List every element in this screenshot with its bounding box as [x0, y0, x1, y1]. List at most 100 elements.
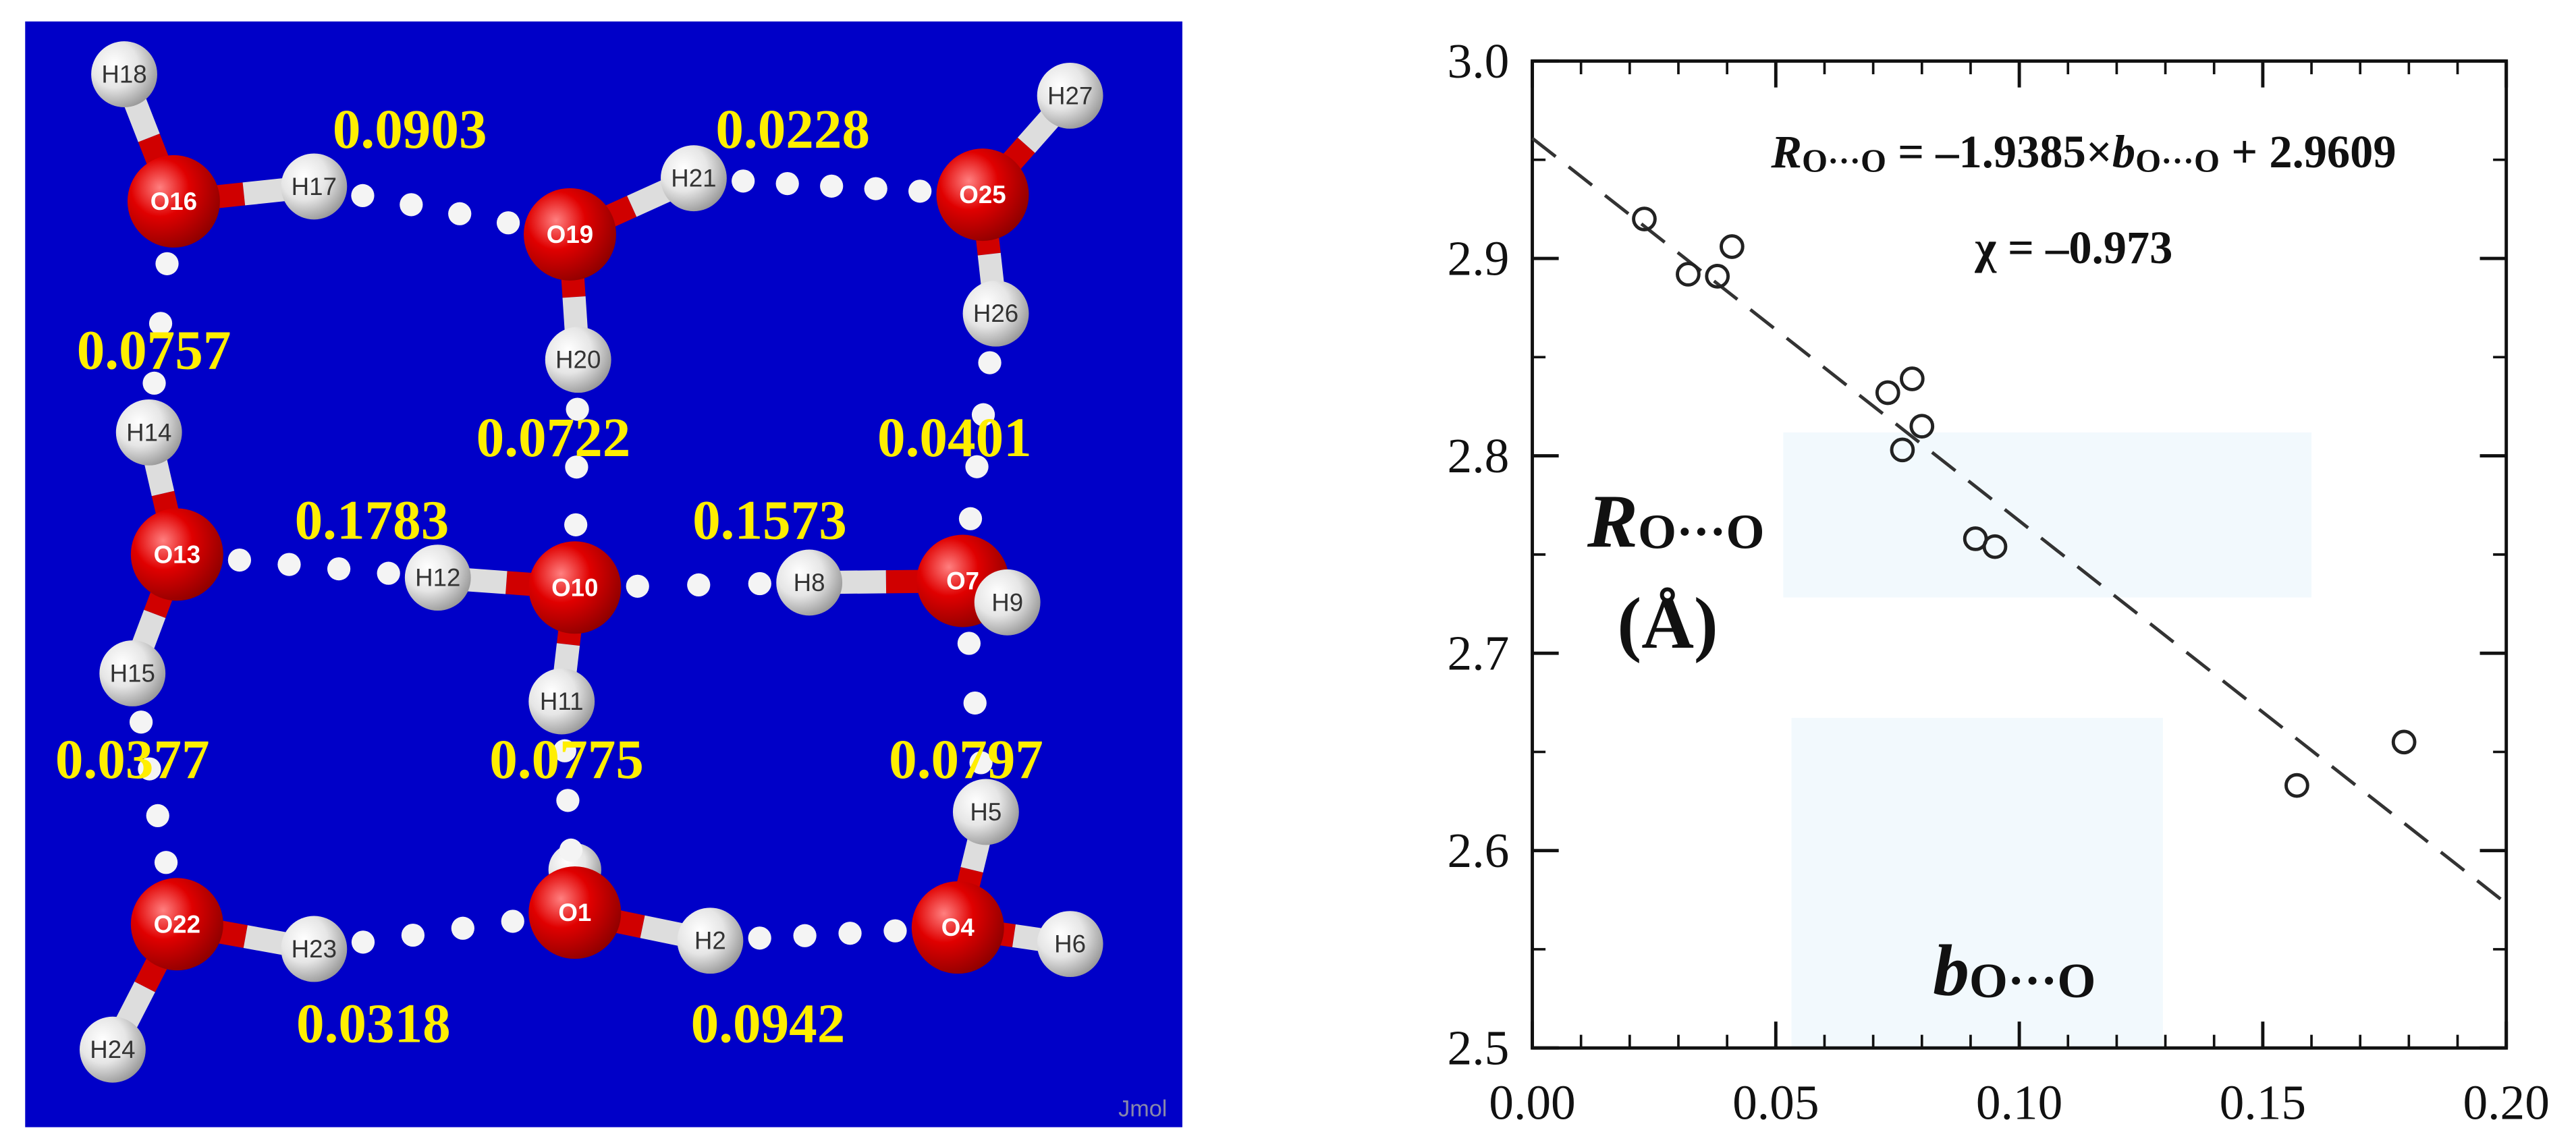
- atom-label: O22: [154, 910, 200, 938]
- oxygen-atom: [936, 148, 1029, 242]
- hydrogen-bond-dot: [883, 919, 907, 943]
- x-tick-label: 0.05: [1732, 1075, 1819, 1129]
- x-tick-label: 0.10: [1976, 1075, 2062, 1129]
- atom-label: H24: [90, 1036, 135, 1063]
- equation-part: R: [1770, 126, 1802, 177]
- hydrogen-atom: [776, 549, 843, 616]
- x-axis-label: bO···O: [1933, 930, 2095, 1011]
- hydrogen-bond-dot: [448, 202, 472, 225]
- y-tick-label: 2.7: [1448, 626, 1510, 681]
- bond-order-label: 0.0903: [333, 98, 487, 160]
- data-point: [1632, 206, 1657, 231]
- hydrogen-atom: [1037, 62, 1103, 129]
- hydrogen-bond-dot: [142, 371, 166, 395]
- hydrogen-atom: [974, 569, 1041, 636]
- x-tick-label: 0.00: [1489, 1075, 1575, 1129]
- atom-label: H9: [991, 588, 1023, 616]
- atom-label: H23: [292, 935, 337, 963]
- equation-part: b: [2112, 126, 2135, 177]
- hydrogen-bond-dot: [559, 838, 583, 862]
- atom-label: H17: [292, 173, 337, 200]
- chart: 0.00 0.05 0.10 0.15 0.202.52.62.72.82.93.0RO…: [1448, 34, 2550, 1129]
- atom-label: O1: [558, 899, 591, 926]
- atom-label: H8: [794, 569, 825, 596]
- atom-label: O10: [551, 574, 598, 601]
- data-point: [1875, 380, 1900, 405]
- hydrogen-bond-dot: [138, 757, 161, 781]
- equation-part: ×: [2086, 126, 2112, 177]
- hydrogen-bond-dot: [732, 169, 755, 193]
- x-tick-label: 0.20: [2463, 1075, 2549, 1129]
- bond-order-label: 0.1783: [295, 489, 449, 551]
- hydrogen-bond-dot: [793, 924, 817, 947]
- equation: RO···O = –1.9385×bO···O + 2.9609: [1770, 126, 2396, 179]
- hydrogen-bond-dot: [958, 507, 983, 530]
- hydrogen-bond-dot: [564, 513, 588, 536]
- watermark: Jmol: [1118, 1096, 1167, 1122]
- atom-label: H2: [694, 927, 726, 955]
- data-point: [1676, 262, 1701, 287]
- atom-label: H12: [415, 564, 460, 592]
- hydrogen-bond-dot: [566, 397, 589, 421]
- background-patch: [1791, 718, 2163, 1048]
- y-axis-unit: (Å): [1617, 584, 1718, 664]
- atom-label: O25: [959, 181, 1006, 208]
- hydrogen-bond-dot: [748, 926, 771, 950]
- x-axis-symbol: b: [1933, 930, 1969, 1011]
- y-tick-label: 3.0: [1448, 34, 1510, 88]
- hydrogen-bond-dot: [565, 455, 588, 479]
- hydrogen-bond-dot: [377, 561, 400, 585]
- hydrogen-atom: [79, 1016, 146, 1083]
- hydrogen-bond-dot: [957, 632, 981, 655]
- background-patch: [1783, 432, 2312, 598]
- equation-part: 2.9609: [2269, 126, 2396, 177]
- hydrogen-atom: [281, 916, 348, 982]
- equation-part: O···O: [2135, 142, 2220, 179]
- bond-order-label: 0.0797: [889, 728, 1043, 790]
- atom-label: H21: [671, 165, 716, 192]
- y-axis-label: RO···O: [1587, 480, 1765, 563]
- hydrogen-bond-dot: [496, 211, 520, 235]
- hydrogen-bond-dot: [400, 193, 423, 217]
- hydrogen-atom: [962, 280, 1029, 347]
- data-point: [1909, 414, 1935, 439]
- hydrogen-bond-dot: [129, 710, 153, 734]
- atom-label: O13: [154, 540, 200, 568]
- bond-order-label: 0.0377: [55, 728, 210, 790]
- hydrogen-bond-dot: [963, 691, 987, 715]
- oxygen-atom: [127, 155, 220, 248]
- atom-label: H5: [970, 798, 1002, 826]
- hydrogen-bond-dot: [838, 922, 862, 945]
- equation-part: +: [2220, 126, 2269, 177]
- hydrogen-bond-dot: [401, 923, 425, 947]
- hydrogen-atom: [404, 544, 471, 611]
- bond-order-label: 0.0757: [77, 319, 231, 381]
- hydrogen-bond-dot: [227, 548, 252, 572]
- y-axis-subscript: O···O: [1638, 504, 1765, 559]
- hydrogen-atom: [1037, 911, 1103, 978]
- y-tick-label: 2.6: [1448, 823, 1510, 878]
- hydrogen-bond-dot: [351, 184, 375, 208]
- y-tick-label: 2.9: [1448, 231, 1510, 286]
- hydrogen-bond-dot: [748, 571, 771, 596]
- atom-label: H27: [1047, 82, 1093, 109]
- oxygen-atom: [528, 866, 622, 959]
- correlation: χ = –0.973: [1974, 222, 2172, 273]
- molecule: H18 O16 H17 O19 H21 O25 H27 H26 H20 H14 O13 H12 O10 H…: [79, 41, 1103, 1083]
- hydrogen-bond-dot: [965, 455, 989, 478]
- hydrogen-atom: [677, 907, 744, 974]
- data-point: [1890, 437, 1915, 463]
- atom-label: H15: [110, 659, 155, 687]
- atom-label: H14: [126, 418, 171, 446]
- hydrogen-atom: [952, 779, 1019, 845]
- hydrogen-bond-dot: [626, 574, 649, 598]
- oxygen-atom: [528, 541, 622, 634]
- oxygen-atom: [130, 508, 223, 601]
- hydrogen-bond-dot: [687, 573, 711, 597]
- hydrogen-bond-dot: [971, 403, 995, 426]
- atom-label: H18: [101, 61, 146, 88]
- hydrogen-bond-dot: [864, 177, 887, 200]
- data-point: [1705, 264, 1730, 289]
